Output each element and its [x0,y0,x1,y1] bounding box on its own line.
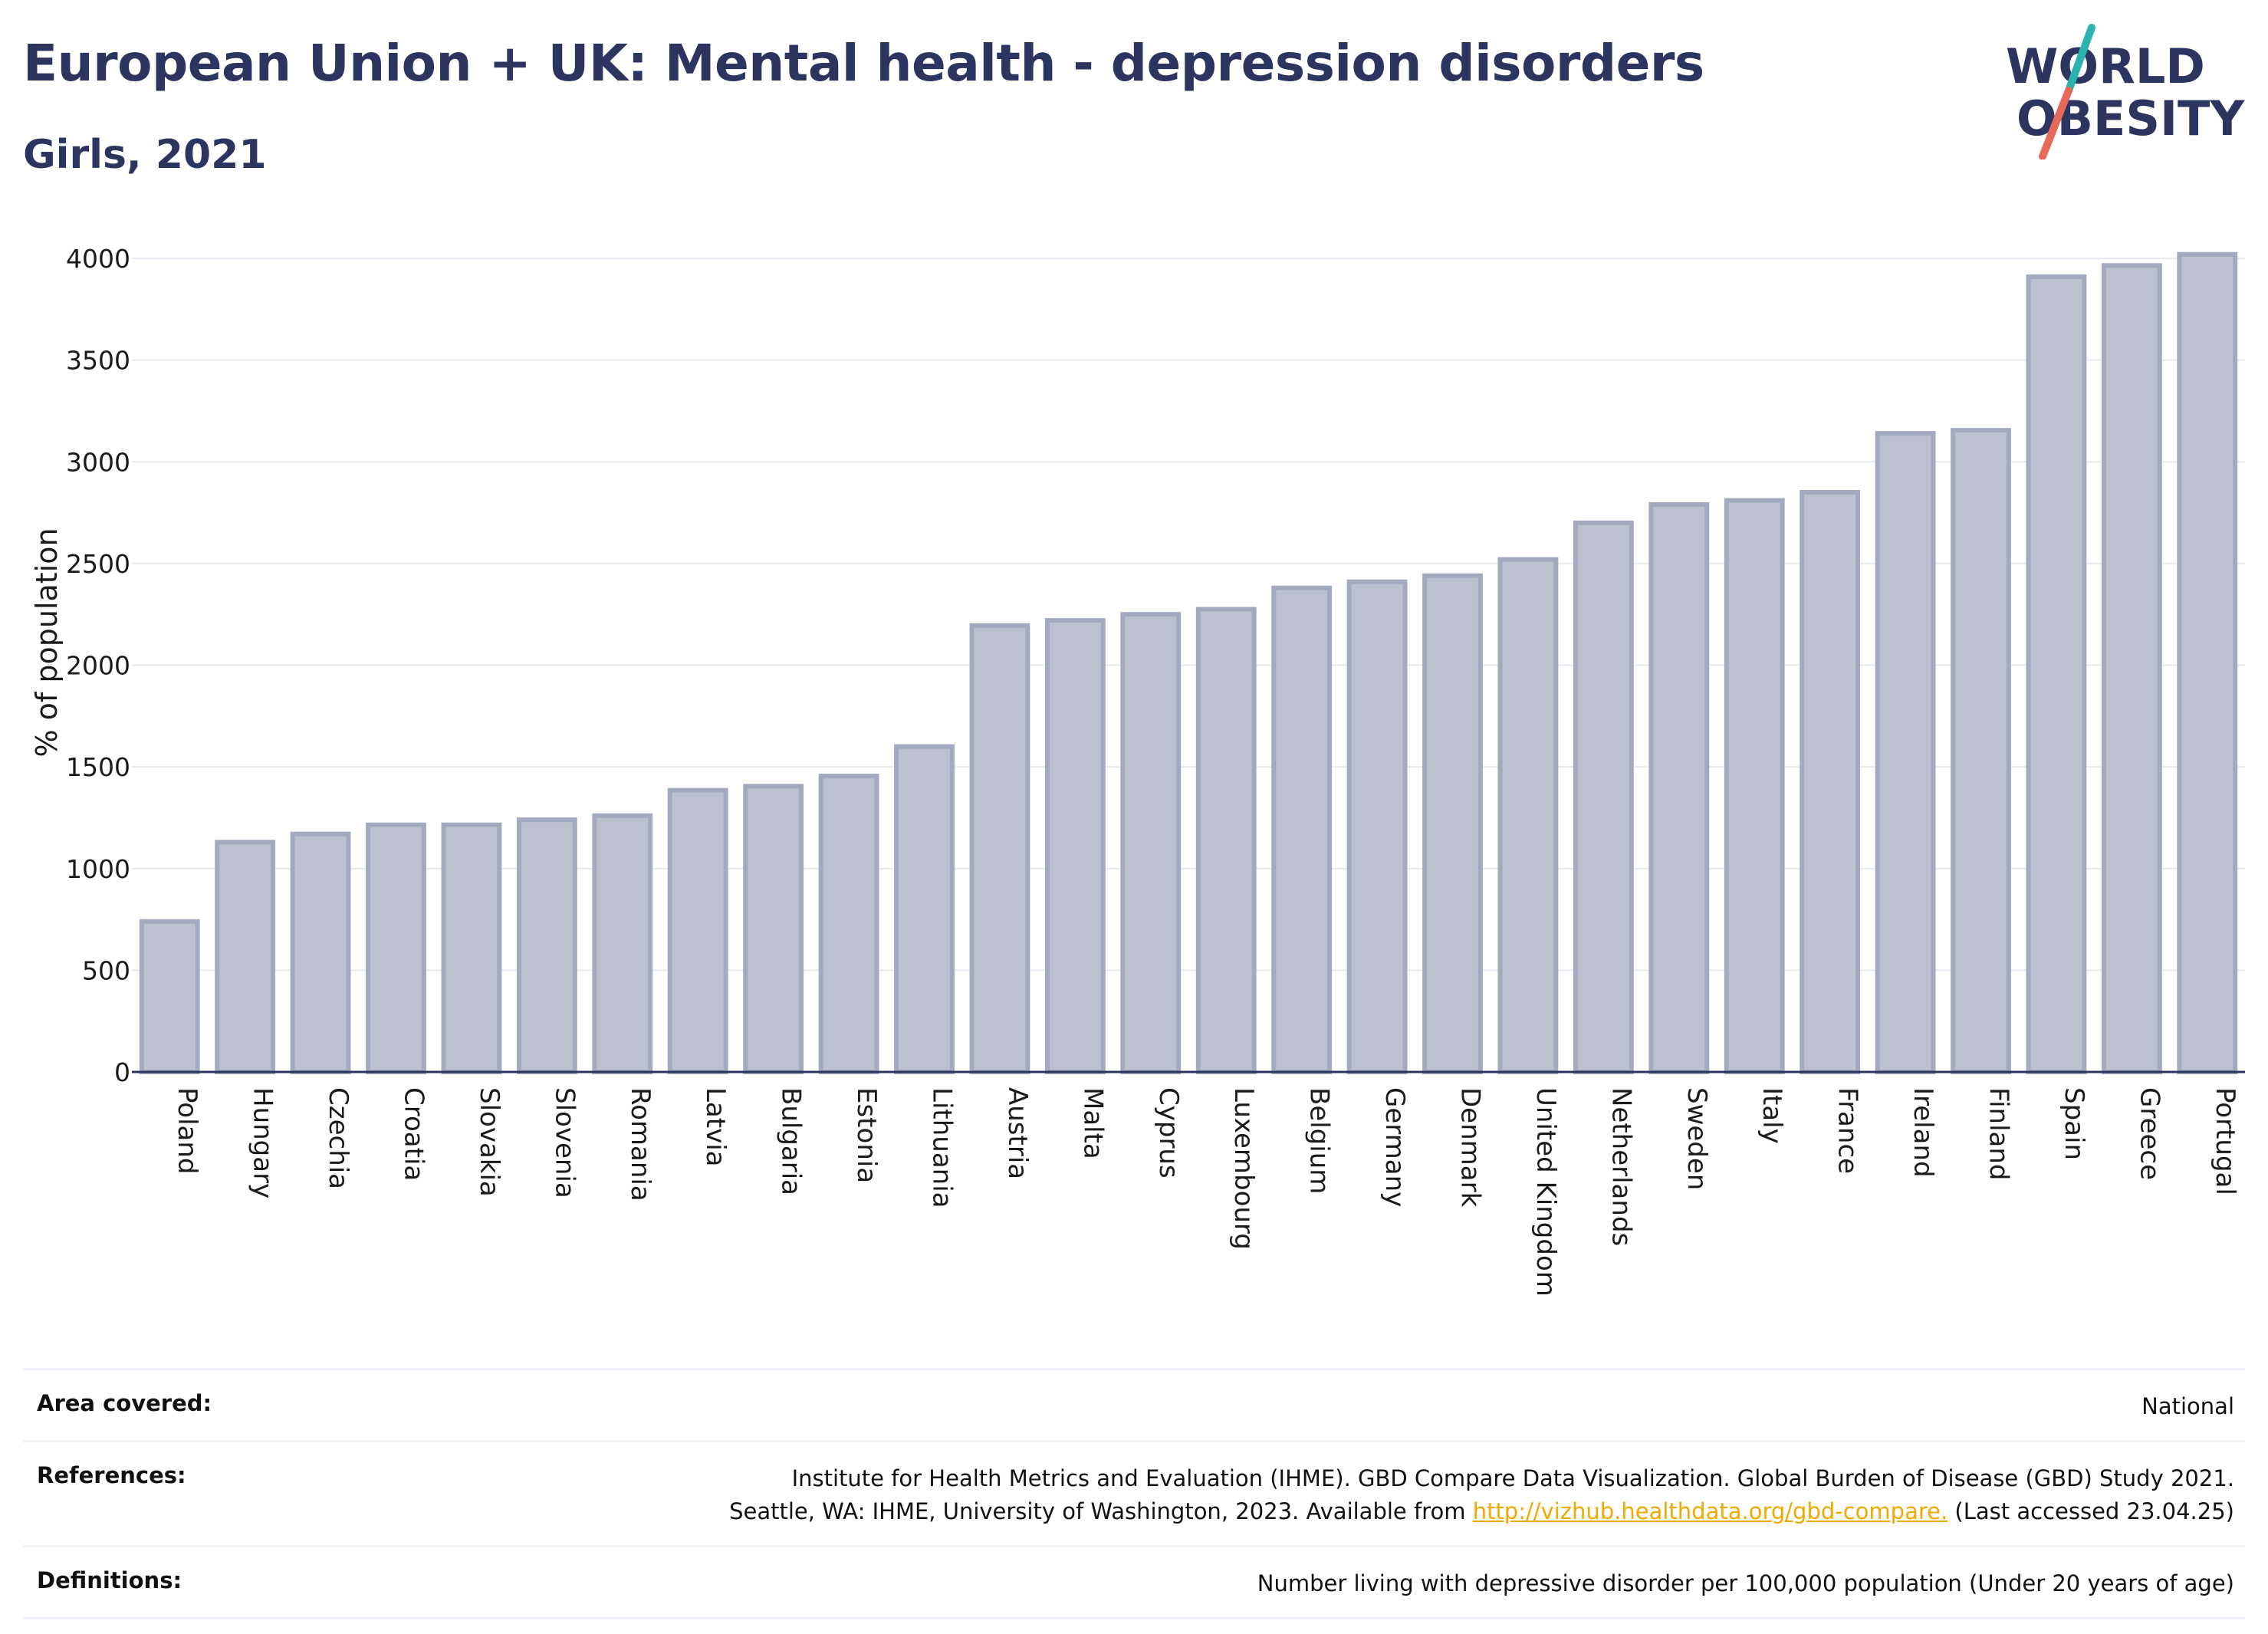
bars [139,252,2238,1075]
bar-malta [1044,618,1106,1074]
bar-sweden [1648,501,1710,1074]
chart-subtitle: Girls, 2021 [23,132,267,178]
world-obesity-logo: WORLD OBESITY [2006,24,2245,159]
references-value: Institute for Health Metrics and Evaluat… [729,1462,2234,1528]
bar-luxembourg [1195,607,1257,1074]
references-line2-pre: Seattle, WA: IHME, University of Washing… [729,1498,1473,1524]
references-label: References: [37,1462,186,1488]
bar-austria [969,623,1030,1074]
x-category-label: Austria [1002,1087,1033,1179]
y-tick-label: 3000 [66,447,130,477]
y-axis-title: % of population [30,528,64,757]
bar-hungary [215,840,276,1074]
bar-greece [2101,263,2162,1075]
bar-croatia [366,822,426,1074]
x-category-label: Ireland [1908,1087,1938,1178]
x-category-label: Latvia [700,1087,731,1167]
chart-title: European Union + UK: Mental health - dep… [23,34,1704,93]
y-tick-label: 3500 [66,346,130,376]
bar-cyprus [1120,612,1182,1074]
y-tick-label: 500 [82,955,130,985]
x-category-label: Croatia [399,1087,429,1181]
x-category-label: Denmark [1455,1087,1486,1208]
y-tick-label: 2500 [66,549,130,579]
x-category-label: France [1832,1087,1863,1174]
y-tick-label: 1000 [66,854,130,884]
y-tick-label: 0 [114,1057,130,1087]
logo-slash-bottom [2039,87,2072,159]
references-line1: Institute for Health Metrics and Evaluat… [791,1465,2234,1491]
info-row-area: Area covered: National [23,1370,2245,1442]
x-category-label: Netherlands [1606,1087,1636,1246]
x-category-label: Germany [1379,1087,1410,1207]
bar-france [1800,490,1861,1074]
info-table: Area covered: National References: Insti… [23,1368,2245,1619]
logo-line1: WORLD [2006,38,2205,94]
x-category-label: United Kingdom [1530,1087,1561,1297]
y-tick-labels: 0 500 1000 1500 2000 2500 3000 3500 4000 [66,244,130,1087]
bar-germany [1346,579,1408,1074]
bar-poland [139,919,200,1074]
x-category-label: Slovenia [549,1087,580,1198]
x-category-label: Romania [625,1087,656,1202]
bar-united-kingdom [1497,557,1559,1074]
x-category-label: Poland [172,1087,202,1175]
bar-belgium [1271,585,1333,1074]
bar-romania [592,813,653,1075]
x-category-label: Spain [2059,1087,2089,1160]
x-category-labels: Poland Hungary Czechia Croatia Slovakia Slove… [172,1087,2240,1297]
x-category-label: Estonia [851,1087,882,1183]
bar-bulgaria [743,784,804,1074]
bar-spain [2026,274,2087,1074]
info-row-definitions: Definitions: Number living with depressi… [23,1547,2245,1619]
area-label: Area covered: [37,1390,212,1416]
x-category-label: Czechia [323,1087,353,1189]
bar-denmark [1422,573,1483,1074]
bar-slovenia [516,817,577,1074]
x-category-label: Malta [1077,1087,1108,1159]
bar-chart: 0 500 1000 1500 2000 2500 3000 3500 4000 Poland H… [30,244,2245,1297]
bar-netherlands [1573,520,1634,1074]
definitions-label: Definitions: [37,1567,182,1593]
x-category-label: Sweden [1681,1087,1712,1190]
x-category-label: Slovakia [474,1087,505,1197]
definitions-value: Number living with depressive disorder p… [1257,1570,2234,1596]
x-category-label: Bulgaria [776,1087,807,1195]
logo-slash-top [2065,24,2095,94]
info-row-references: References: Institute for Health Metrics… [23,1442,2245,1547]
bar-estonia [818,774,879,1075]
bar-slovakia [441,822,502,1074]
bar-latvia [667,787,728,1075]
x-category-label: Italy [1757,1087,1787,1144]
y-tick-label: 1500 [66,752,130,782]
references-line2-post: (Last accessed 23.04.25) [1948,1498,2234,1524]
bar-portugal [2177,252,2238,1075]
area-value: National [2141,1393,2234,1419]
x-category-label: Hungary [248,1087,278,1198]
x-category-label: Greece [2134,1087,2164,1180]
bar-finland [1951,428,2011,1074]
y-tick-label: 4000 [66,244,130,274]
bar-lithuania [894,744,955,1074]
x-category-label: Luxembourg [1228,1087,1259,1250]
x-category-label: Cyprus [1153,1087,1184,1179]
y-tick-label: 2000 [66,651,130,681]
bar-italy [1724,498,1785,1074]
references-link[interactable]: http://vizhub.healthdata.org/gbd-compare… [1472,1498,1948,1524]
x-category-label: Lithuania [927,1087,958,1208]
bar-ireland [1875,431,1936,1074]
x-category-label: Portugal [2210,1087,2240,1195]
x-category-label: Finland [1984,1087,2014,1181]
x-category-label: Belgium [1304,1087,1335,1194]
bar-czechia [290,831,351,1074]
